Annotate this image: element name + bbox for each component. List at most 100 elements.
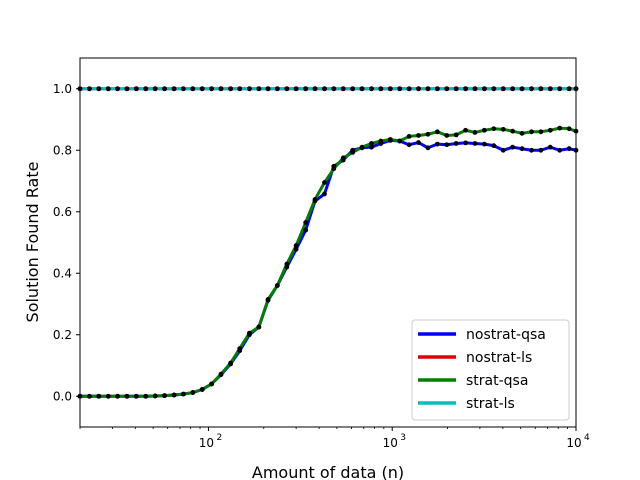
- data-point-strat-ls: [340, 86, 346, 92]
- x-tick-label: 10 2: [199, 433, 222, 450]
- data-point-strat-qsa: [547, 127, 553, 133]
- data-point-strat-qsa: [274, 283, 280, 288]
- data-point-nostrat-qsa: [369, 144, 374, 150]
- data-point-strat-ls: [105, 86, 111, 92]
- data-point-strat-qsa: [180, 391, 186, 397]
- data-point-strat-ls: [190, 86, 196, 92]
- data-point-strat-qsa: [228, 360, 234, 366]
- data-point-strat-ls: [387, 86, 393, 92]
- data-point-strat-qsa: [96, 393, 102, 399]
- data-point-strat-ls: [303, 86, 309, 92]
- data-point-strat-ls: [529, 86, 534, 92]
- data-point-nostrat-qsa: [434, 141, 440, 147]
- data-point-strat-qsa: [453, 132, 459, 138]
- data-point-strat-qsa: [199, 387, 205, 392]
- x-tick-label-base: 10: [199, 436, 214, 450]
- data-point-strat-qsa: [209, 381, 214, 387]
- x-tick-label: 10 3: [383, 433, 406, 450]
- data-point-strat-ls: [425, 86, 431, 92]
- data-point-strat-ls: [133, 86, 139, 92]
- legend-entries: nostrat-qsa nostrat-ls strat-qsa strat-ls: [418, 327, 546, 412]
- legend: nostrat-qsa nostrat-ls strat-qsa strat-ls: [411, 319, 570, 421]
- data-point-strat-ls: [87, 86, 92, 92]
- data-point-strat-ls: [500, 86, 506, 92]
- axes: [79, 57, 577, 428]
- axes-frame: [79, 57, 577, 428]
- data-point-strat-ls: [519, 86, 525, 92]
- data-point-strat-ls: [124, 86, 130, 92]
- data-point-strat-qsa: [529, 129, 534, 135]
- data-point-strat-qsa: [538, 129, 544, 135]
- data-point-strat-ls: [96, 86, 102, 92]
- legend-entry-nostrat-ls: nostrat-ls: [418, 350, 532, 366]
- data-point-strat-qsa: [510, 128, 516, 134]
- data-point-strat-qsa: [387, 137, 393, 142]
- data-point-strat-ls: [228, 86, 234, 92]
- data-point-strat-qsa: [444, 133, 450, 138]
- data-point-strat-ls: [453, 86, 459, 92]
- data-point-strat-ls: [397, 86, 403, 92]
- data-point-strat-ls: [350, 86, 356, 92]
- data-point-strat-qsa: [425, 131, 431, 137]
- data-point-strat-ls: [152, 86, 158, 92]
- data-point-strat-ls: [162, 86, 167, 92]
- data-point-strat-qsa: [472, 130, 478, 135]
- data-point-nostrat-qsa: [529, 147, 534, 153]
- data-point-nostrat-qsa: [510, 144, 516, 150]
- data-point-strat-qsa: [359, 144, 365, 150]
- data-point-strat-ls: [557, 86, 563, 92]
- data-point-strat-ls: [444, 86, 450, 92]
- data-point-strat-qsa: [312, 197, 318, 202]
- data-point-strat-ls: [265, 86, 271, 92]
- data-point-strat-ls: [274, 86, 280, 92]
- data-point-strat-ls: [115, 86, 120, 92]
- data-point-nostrat-qsa: [303, 227, 309, 233]
- data-point-nostrat-qsa: [463, 140, 468, 146]
- data-point-strat-qsa: [463, 127, 468, 133]
- data-point-nostrat-qsa: [547, 144, 553, 150]
- data-point-strat-qsa: [133, 393, 139, 399]
- y-tick-label: 1.0: [53, 82, 72, 96]
- data-point-strat-ls: [237, 86, 243, 92]
- legend-label: nostrat-qsa: [466, 327, 546, 343]
- data-point-strat-ls: [369, 86, 374, 92]
- legend-entry-strat-qsa: strat-qsa: [418, 373, 528, 389]
- data-point-strat-qsa: [331, 166, 337, 172]
- data-point-strat-qsa: [87, 393, 92, 399]
- y-axis-label: Solution Found Rate: [23, 162, 42, 323]
- data-point-strat-ls: [331, 86, 337, 92]
- data-point-strat-qsa: [500, 126, 506, 132]
- data-point-strat-ls: [180, 86, 186, 92]
- data-point-strat-qsa: [162, 393, 167, 399]
- y-axis-ticks: 0.0 0.2 0.4 0.6 0.8 1.0: [53, 82, 80, 403]
- data-point-strat-qsa: [105, 393, 111, 399]
- data-point-strat-qsa: [340, 155, 346, 161]
- data-point-strat-qsa: [115, 393, 120, 399]
- data-point-strat-ls: [566, 86, 572, 92]
- data-point-strat-ls: [209, 86, 214, 92]
- data-point-strat-qsa: [303, 220, 309, 225]
- data-point-nostrat-qsa: [491, 143, 497, 149]
- data-point-nostrat-qsa: [519, 146, 525, 152]
- x-axis-label: Amount of data (n): [252, 463, 404, 480]
- data-point-strat-ls: [434, 86, 440, 92]
- data-point-nostrat-qsa: [293, 246, 299, 252]
- data-point-nostrat-qsa: [481, 141, 487, 147]
- data-point-strat-qsa: [265, 296, 271, 302]
- data-point-strat-qsa: [481, 127, 487, 133]
- data-point-strat-qsa: [246, 330, 252, 336]
- x-tick-label-base: 10: [566, 436, 581, 450]
- data-point-nostrat-qsa: [425, 145, 431, 151]
- data-point-strat-qsa: [190, 390, 196, 395]
- data-point-strat-ls: [293, 86, 299, 92]
- data-point-strat-qsa: [434, 129, 440, 135]
- data-point-nostrat-qsa: [322, 191, 327, 197]
- data-point-strat-qsa: [397, 138, 403, 144]
- data-point-strat-ls: [199, 86, 205, 92]
- data-point-nostrat-qsa: [500, 147, 506, 153]
- data-point-strat-ls: [491, 86, 497, 92]
- legend-label: nostrat-ls: [466, 350, 532, 366]
- data-point-strat-qsa: [416, 133, 421, 138]
- x-axis-ticks: 10 2 10 3 10 4: [79, 427, 590, 450]
